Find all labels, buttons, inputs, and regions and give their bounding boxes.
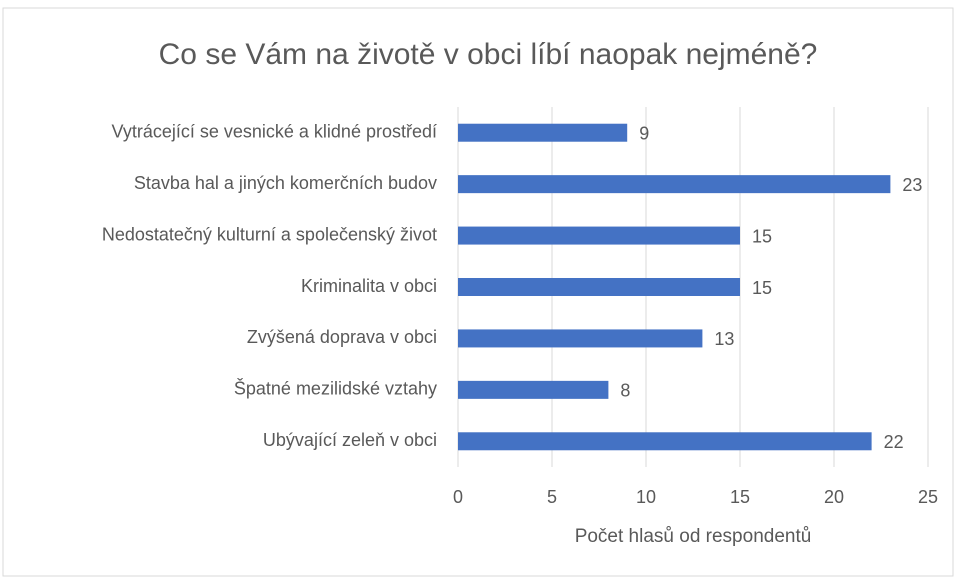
data-label: 15 [752, 278, 772, 298]
bar [458, 175, 891, 194]
x-tick-label: 0 [453, 487, 463, 507]
bar [458, 380, 609, 399]
bar [458, 226, 740, 245]
x-tick-label: 20 [824, 487, 844, 507]
y-tick-label: Ubývající zeleň v obci [263, 430, 437, 450]
data-label: 8 [620, 381, 630, 401]
y-tick-label: Zvýšená doprava v obci [247, 327, 437, 347]
y-tick-label: Špatné mezilidské vztahy [234, 378, 437, 399]
x-tick-label: 25 [918, 487, 938, 507]
x-tick-label: 15 [730, 487, 750, 507]
data-label: 23 [902, 175, 922, 195]
y-tick-label: Stavba hal a jiných komerčních budov [134, 173, 437, 193]
bar [458, 432, 872, 451]
data-label: 15 [752, 226, 772, 246]
data-label: 9 [639, 123, 649, 143]
bar [458, 329, 703, 348]
chart-title: Co se Vám na životě v obci líbí naopak n… [159, 38, 818, 71]
data-label: 13 [714, 329, 734, 349]
bar [458, 123, 628, 142]
x-tick-label: 10 [636, 487, 656, 507]
x-axis-title: Počet hlasů od respondentů [575, 526, 812, 547]
bar [458, 278, 740, 296]
y-tick-label: Kriminalita v obci [301, 276, 437, 296]
y-tick-label: Nedostatečný kulturní a společenský živo… [102, 224, 437, 244]
data-label: 22 [884, 432, 904, 452]
y-tick-label: Vytrácející se vesnické a klidné prostře… [112, 121, 437, 141]
x-tick-label: 5 [547, 487, 557, 507]
